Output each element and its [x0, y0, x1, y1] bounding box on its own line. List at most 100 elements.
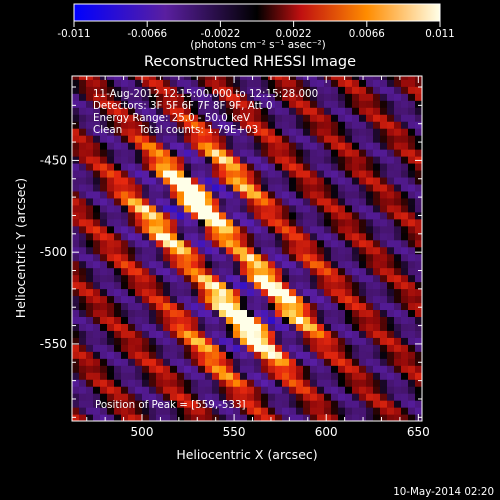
- heatmap-cell: [247, 274, 255, 283]
- heatmap-cell: [408, 351, 416, 359]
- heatmap-cell: [198, 162, 206, 171]
- heatmap-cell: [79, 386, 87, 394]
- heatmap-cell: [163, 169, 171, 178]
- heatmap-cell: [191, 176, 199, 185]
- heatmap-cell: [296, 253, 304, 262]
- heatmap-cell: [79, 225, 87, 234]
- heatmap-cell: [415, 330, 422, 338]
- heatmap-cell: [170, 149, 178, 157]
- heatmap-cell: [338, 267, 346, 276]
- heatmap-cell: [100, 393, 108, 401]
- heatmap-cell: [359, 393, 367, 401]
- heatmap-cell: [345, 100, 353, 108]
- heatmap-cell: [142, 135, 150, 143]
- heatmap-cell: [121, 253, 129, 262]
- heatmap-cell: [219, 302, 227, 311]
- heatmap-cell: [72, 239, 80, 248]
- heatmap-cell: [219, 414, 227, 421]
- heatmap-cell: [387, 281, 395, 290]
- heatmap-cell: [149, 232, 157, 241]
- heatmap-cell: [345, 114, 353, 122]
- heatmap-cell: [317, 344, 325, 352]
- heatmap-cell: [212, 288, 220, 297]
- heatmap-cell: [142, 344, 150, 352]
- heatmap-cell: [296, 114, 304, 122]
- heatmap-cell: [93, 260, 101, 269]
- heatmap-cell: [296, 107, 304, 115]
- heatmap-cell: [219, 400, 227, 408]
- heatmap-cell: [191, 267, 199, 276]
- heatmap-cell: [219, 204, 227, 213]
- heatmap-cell: [317, 365, 325, 373]
- heatmap-cell: [198, 169, 206, 178]
- heatmap-cell: [93, 169, 101, 178]
- heatmap-cell: [387, 121, 395, 129]
- heatmap-cell: [401, 86, 409, 94]
- heatmap-cell: [205, 142, 213, 150]
- heatmap-cell: [205, 414, 213, 421]
- heatmap-cell: [415, 246, 422, 255]
- heatmap-cell: [408, 379, 416, 387]
- heatmap-cell: [415, 232, 422, 241]
- heatmap-cell: [352, 358, 360, 366]
- heatmap-cell: [268, 386, 276, 394]
- heatmap-cell: [345, 288, 353, 297]
- heatmap-cell: [268, 190, 276, 199]
- heatmap-cell: [289, 169, 297, 178]
- heatmap-cell: [317, 162, 325, 171]
- heatmap-cell: [394, 372, 402, 380]
- heatmap-cell: [79, 302, 87, 311]
- heatmap-cell: [205, 309, 213, 317]
- heatmap-cell: [240, 330, 248, 338]
- heatmap-cell: [219, 79, 227, 87]
- heatmap-cell: [107, 323, 115, 331]
- heatmap-cell: [128, 267, 136, 276]
- heatmap-cell: [303, 267, 311, 276]
- heatmap-cell: [219, 274, 227, 283]
- heatmap-cell: [212, 337, 220, 345]
- heatmap-cell: [240, 239, 248, 248]
- heatmap-cell: [289, 149, 297, 157]
- heatmap-cell: [254, 358, 262, 366]
- heatmap-cell: [303, 176, 311, 185]
- heatmap-cell: [331, 162, 339, 171]
- colorbar-tick-label: -0.0022: [201, 28, 241, 40]
- heatmap-cell: [191, 142, 199, 150]
- heatmap-cell: [415, 379, 422, 387]
- heatmap-cell: [86, 79, 94, 87]
- heatmap-cell: [226, 246, 234, 255]
- heatmap-cell: [268, 114, 276, 122]
- heatmap-cell: [135, 204, 143, 213]
- heatmap-cell: [338, 407, 346, 415]
- heatmap-cell: [408, 176, 416, 185]
- heatmap-cell: [128, 379, 136, 387]
- heatmap-cell: [128, 316, 136, 324]
- heatmap-cell: [184, 156, 192, 164]
- heatmap-cell: [345, 142, 353, 150]
- heatmap-cell: [184, 204, 192, 213]
- heatmap-cell: [282, 225, 290, 234]
- heatmap-cell: [79, 407, 87, 415]
- heatmap-cell: [415, 295, 422, 304]
- heatmap-cell: [135, 176, 143, 185]
- heatmap-cell: [268, 218, 276, 227]
- heatmap-cell: [142, 393, 150, 401]
- heatmap-cell: [275, 309, 283, 317]
- heatmap-cell: [422, 198, 430, 206]
- heatmap-cell: [387, 260, 395, 269]
- heatmap-cell: [303, 162, 311, 171]
- heatmap-cell: [163, 274, 171, 283]
- heatmap-cell: [198, 253, 206, 262]
- heatmap-cell: [233, 121, 241, 129]
- heatmap-cell: [394, 414, 402, 421]
- heatmap-cell: [373, 86, 381, 94]
- heatmap-cell: [107, 169, 115, 178]
- heatmap-cell: [275, 121, 283, 129]
- heatmap-cell: [401, 128, 409, 136]
- heatmap-cell: [128, 183, 136, 192]
- heatmap-cell: [233, 344, 241, 352]
- heatmap-cell: [114, 79, 122, 87]
- heatmap-cell: [135, 253, 143, 262]
- heatmap-cell: [247, 114, 255, 122]
